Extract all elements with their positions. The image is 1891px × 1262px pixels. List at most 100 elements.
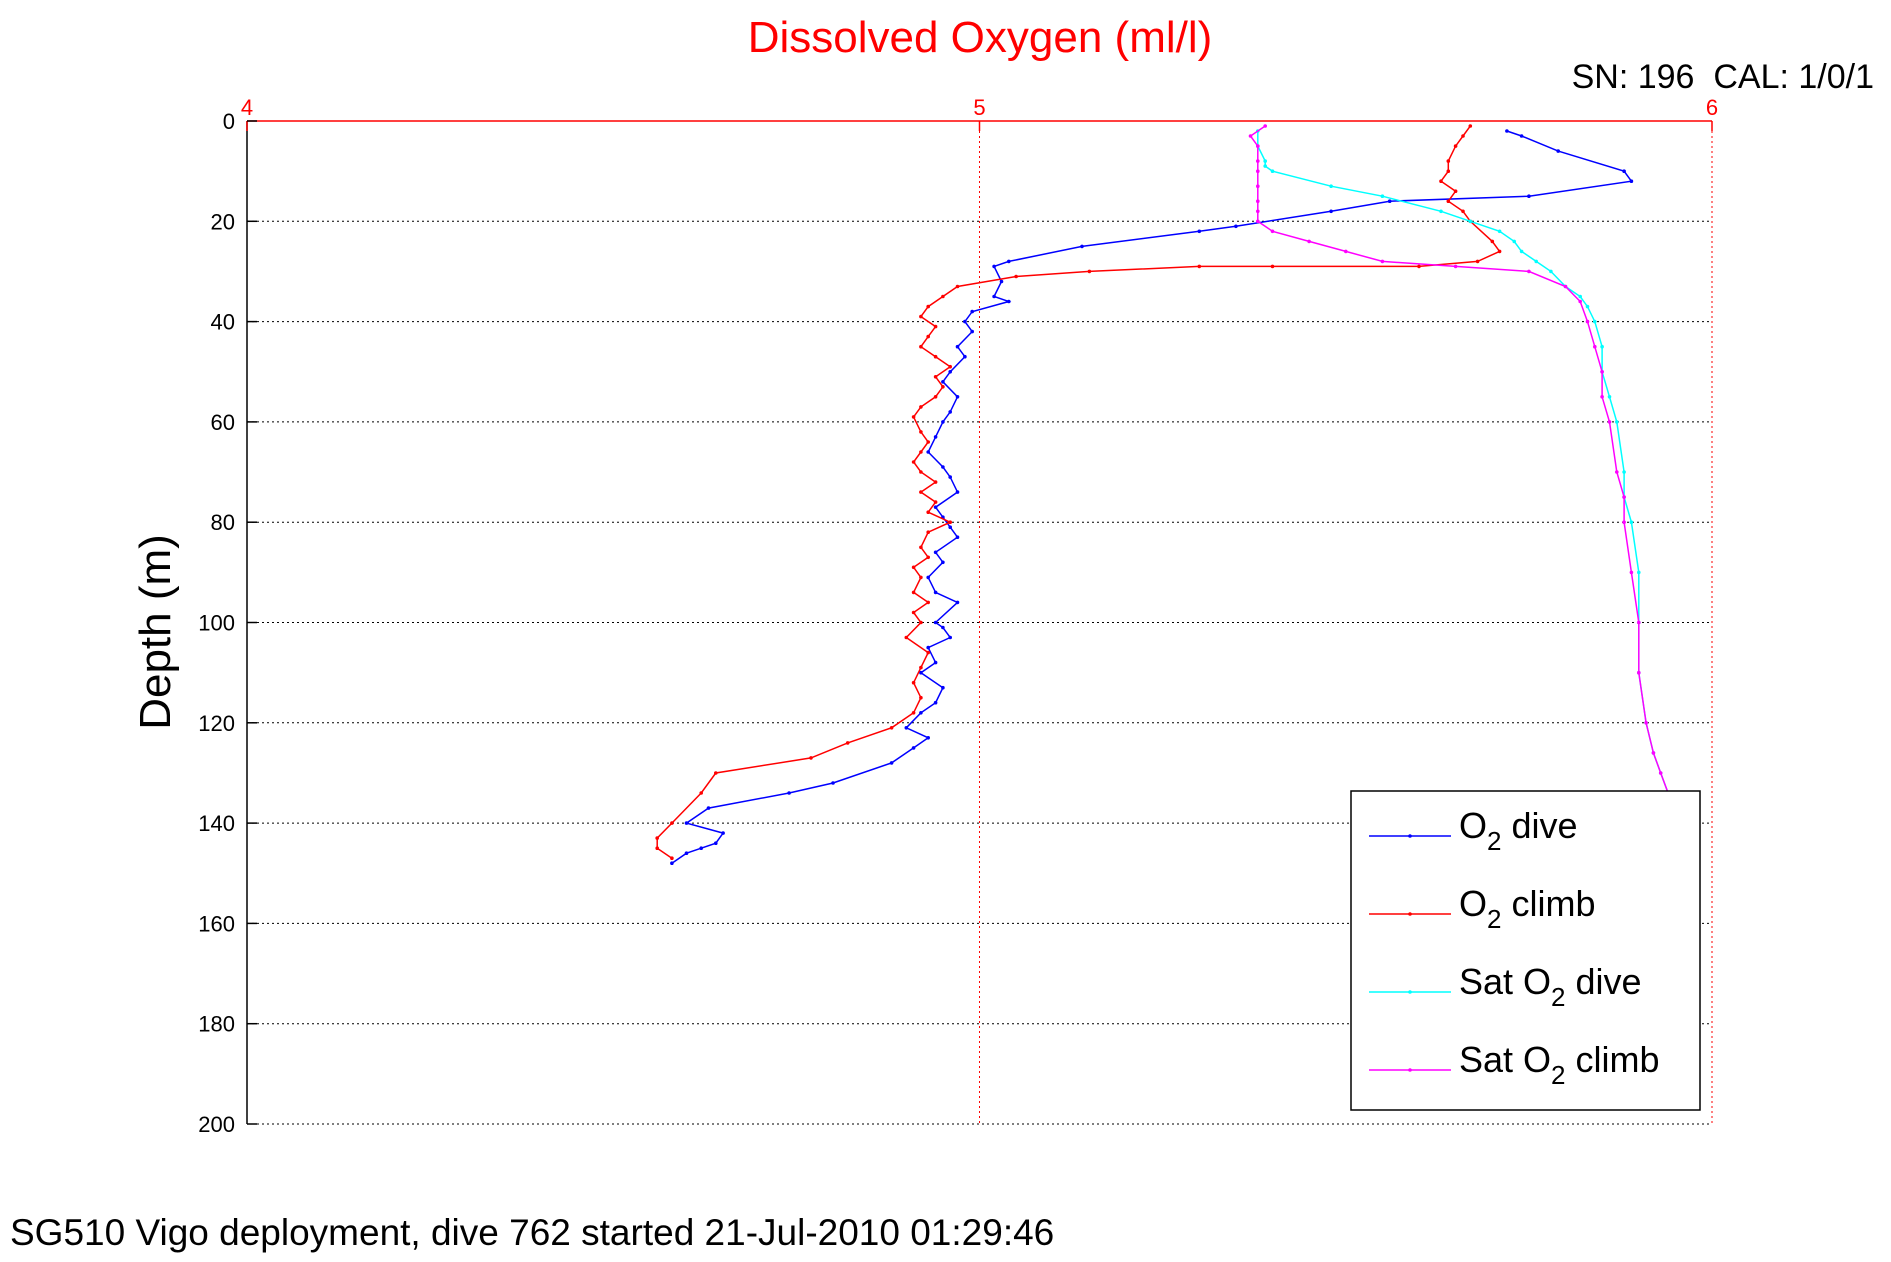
data-point xyxy=(1387,199,1392,203)
data-point xyxy=(1519,249,1524,254)
data-point xyxy=(1644,721,1648,725)
data-point xyxy=(926,530,930,534)
data-point xyxy=(1270,169,1275,173)
data-point xyxy=(1380,194,1385,198)
data-point xyxy=(926,304,930,309)
data-point xyxy=(948,635,952,640)
y-tick-label: 80 xyxy=(211,510,235,535)
data-point xyxy=(955,395,960,399)
data-point xyxy=(1080,244,1084,249)
data-point xyxy=(1585,319,1590,324)
data-point xyxy=(919,670,923,675)
data-point xyxy=(1497,249,1502,254)
y-tick-label: 140 xyxy=(198,811,235,836)
data-point xyxy=(911,680,916,685)
y-tick-label: 100 xyxy=(198,611,235,636)
data-point xyxy=(926,510,930,514)
data-point xyxy=(926,650,930,655)
data-point xyxy=(941,625,945,630)
series-line xyxy=(1249,125,1669,794)
data-point xyxy=(926,736,930,740)
series-line xyxy=(656,125,1501,859)
data-point xyxy=(889,761,894,765)
data-point xyxy=(941,420,945,424)
data-point xyxy=(933,505,938,510)
y-tick-label: 180 xyxy=(198,1012,235,1037)
data-point xyxy=(919,470,923,474)
data-point xyxy=(1651,751,1656,755)
data-point xyxy=(933,480,938,484)
data-point xyxy=(970,329,974,334)
data-point xyxy=(1007,299,1011,304)
data-point xyxy=(1197,229,1202,234)
data-point xyxy=(919,490,923,494)
data-point xyxy=(963,319,967,324)
data-point xyxy=(699,791,703,795)
data-point xyxy=(955,535,960,539)
data-point xyxy=(684,851,689,855)
data-point xyxy=(941,560,945,565)
legend-swatch-marker xyxy=(1408,834,1412,838)
data-point xyxy=(1505,129,1509,133)
data-point xyxy=(655,846,659,850)
data-point xyxy=(1307,239,1311,244)
data-point xyxy=(919,620,923,625)
data-point xyxy=(1622,169,1626,173)
data-point xyxy=(1461,209,1465,214)
data-point xyxy=(1344,249,1348,254)
data-point xyxy=(1622,470,1626,474)
data-point xyxy=(999,279,1004,284)
data-point xyxy=(992,264,996,269)
data-point xyxy=(1637,570,1641,575)
data-point xyxy=(933,550,938,555)
data-point xyxy=(1563,284,1568,289)
data-point xyxy=(845,741,850,745)
data-point xyxy=(1439,179,1443,183)
data-point xyxy=(1461,134,1465,138)
data-point xyxy=(670,821,674,825)
data-point xyxy=(1453,264,1458,269)
data-point xyxy=(992,294,996,299)
data-point xyxy=(1556,149,1560,153)
x-tick-label: 4 xyxy=(241,95,253,120)
data-point xyxy=(1270,264,1275,269)
data-point xyxy=(1256,199,1260,203)
data-point xyxy=(699,846,703,850)
data-point xyxy=(1256,209,1260,214)
data-point xyxy=(919,405,923,409)
data-point xyxy=(933,700,938,705)
data-point xyxy=(919,430,923,434)
data-point xyxy=(1527,194,1531,198)
data-point xyxy=(1014,274,1018,279)
data-point xyxy=(911,610,916,615)
data-point xyxy=(1263,124,1267,128)
data-point xyxy=(919,665,923,670)
data-point xyxy=(963,354,967,359)
data-point xyxy=(919,314,923,319)
data-point xyxy=(911,746,916,750)
data-point xyxy=(970,309,974,314)
data-point xyxy=(1329,209,1333,214)
data-point xyxy=(933,500,938,504)
data-point xyxy=(955,490,960,494)
data-point xyxy=(919,545,923,550)
x-tick-label: 5 xyxy=(973,95,985,120)
data-point xyxy=(1600,344,1604,349)
data-point xyxy=(1234,224,1238,229)
data-point xyxy=(948,370,952,374)
data-point xyxy=(1256,159,1260,163)
data-point xyxy=(1329,184,1333,188)
data-point xyxy=(670,861,674,865)
data-point xyxy=(1600,395,1604,399)
data-point xyxy=(1446,169,1451,173)
series-line xyxy=(1257,131,1669,794)
data-point xyxy=(1593,344,1597,349)
series-line xyxy=(671,130,1633,864)
data-point xyxy=(926,600,930,605)
data-point xyxy=(933,375,938,379)
data-point xyxy=(948,525,952,529)
data-point xyxy=(919,575,923,580)
legend-label: Sat O2 climb xyxy=(1459,1039,1660,1090)
data-point xyxy=(955,600,960,605)
data-point xyxy=(926,555,930,560)
